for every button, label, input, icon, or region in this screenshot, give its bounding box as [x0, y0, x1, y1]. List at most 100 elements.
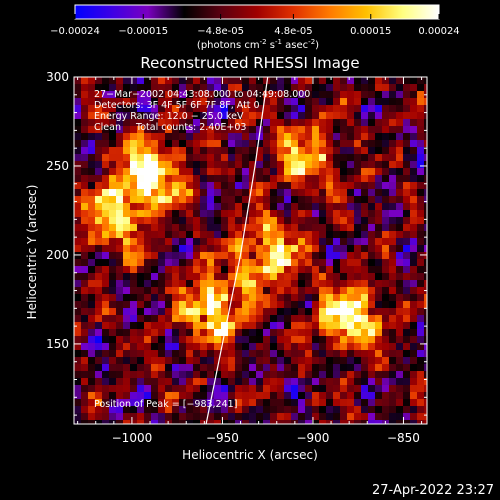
heatmap-cell — [333, 406, 341, 414]
heatmap-cell — [165, 252, 173, 260]
heatmap-cell — [186, 154, 194, 162]
heatmap-cell — [123, 294, 131, 302]
heatmap-cell — [193, 266, 201, 274]
heatmap-cell — [389, 371, 397, 379]
heatmap-cell — [158, 329, 166, 337]
heatmap-cell — [151, 322, 159, 330]
heatmap-cell — [200, 315, 208, 323]
heatmap-cell — [340, 301, 348, 309]
heatmap-cell — [270, 189, 278, 197]
heatmap-cell — [354, 224, 362, 232]
heatmap-cell — [130, 420, 138, 424]
heatmap-cell — [193, 238, 201, 246]
heatmap-cell — [130, 231, 138, 239]
heatmap-cell — [361, 259, 369, 267]
heatmap-cell — [256, 98, 264, 106]
heatmap-cell — [116, 245, 124, 253]
heatmap-cell — [109, 238, 117, 246]
heatmap-cell — [319, 224, 327, 232]
heatmap-cell — [137, 287, 145, 295]
heatmap-cell — [291, 154, 299, 162]
heatmap-cell — [102, 238, 110, 246]
heatmap-cell — [144, 84, 152, 92]
heatmap-cell — [312, 140, 320, 148]
heatmap-cell — [382, 168, 390, 176]
heatmap-cell — [284, 84, 292, 92]
heatmap-cell — [193, 336, 201, 344]
heatmap-cell — [193, 105, 201, 113]
heatmap-cell — [375, 252, 383, 260]
heatmap-cell — [326, 259, 334, 267]
heatmap-cell — [256, 231, 264, 239]
heatmap-cell — [74, 308, 82, 316]
heatmap-cell — [221, 357, 229, 365]
heatmap-cell — [389, 315, 397, 323]
heatmap-cell — [340, 308, 348, 316]
heatmap-cell — [74, 371, 82, 379]
heatmap-cell — [319, 133, 327, 141]
heatmap-cell — [270, 406, 278, 414]
heatmap-cell — [144, 329, 152, 337]
heatmap-cell — [361, 231, 369, 239]
heatmap-cell — [144, 378, 152, 386]
heatmap-cell — [424, 252, 427, 260]
heatmap-cell — [403, 406, 411, 414]
heatmap-cell — [74, 329, 82, 337]
heatmap-cell — [130, 252, 138, 260]
heatmap-cell — [270, 329, 278, 337]
heatmap-cell — [88, 91, 96, 99]
y-axis-label: Heliocentric Y (arcsec) — [25, 185, 39, 320]
heatmap-cell — [172, 301, 180, 309]
heatmap-cell — [417, 140, 425, 148]
heatmap-cell — [312, 371, 320, 379]
heatmap-cell — [102, 98, 110, 106]
heatmap-cell — [424, 315, 427, 323]
heatmap-cell — [123, 357, 131, 365]
heatmap-cell — [375, 112, 383, 120]
heatmap-cell — [95, 399, 103, 407]
heatmap-cell — [172, 259, 180, 267]
heatmap-cell — [109, 189, 117, 197]
heatmap-cell — [102, 224, 110, 232]
heatmap-cell — [347, 175, 355, 183]
heatmap-cell — [228, 140, 236, 148]
heatmap-cell — [172, 231, 180, 239]
heatmap-cell — [291, 280, 299, 288]
heatmap-cell — [424, 280, 427, 288]
heatmap-cell — [305, 336, 313, 344]
heatmap-cell — [291, 126, 299, 134]
heatmap-cell — [263, 119, 271, 127]
heatmap-cell — [214, 217, 222, 225]
heatmap-cell — [305, 399, 313, 407]
heatmap-cell — [340, 168, 348, 176]
heatmap-cell — [151, 203, 159, 211]
heatmap-cell — [354, 147, 362, 155]
heatmap-cell — [165, 119, 173, 127]
heatmap-cell — [130, 357, 138, 365]
heatmap-cell — [340, 189, 348, 197]
heatmap-cell — [151, 420, 159, 424]
heatmap-cell — [277, 364, 285, 372]
heatmap-cell — [291, 224, 299, 232]
heatmap-cell — [396, 203, 404, 211]
heatmap-cell — [256, 140, 264, 148]
heatmap-cell — [193, 420, 201, 424]
heatmap-cell — [389, 140, 397, 148]
heatmap-cell — [221, 112, 229, 120]
heatmap-cell — [298, 224, 306, 232]
heatmap-cell — [95, 301, 103, 309]
heatmap-cell — [249, 196, 257, 204]
heatmap-cell — [375, 378, 383, 386]
heatmap-cell — [214, 413, 222, 421]
heatmap-cell — [221, 406, 229, 414]
heatmap-cell — [109, 168, 117, 176]
heatmap-cell — [109, 217, 117, 225]
heatmap-cell — [109, 210, 117, 218]
heatmap-cell — [319, 196, 327, 204]
heatmap-cell — [249, 84, 257, 92]
heatmap-cell — [256, 217, 264, 225]
heatmap-cell — [361, 175, 369, 183]
heatmap-cell — [200, 322, 208, 330]
heatmap-cell — [193, 322, 201, 330]
heatmap-cell — [424, 133, 427, 141]
